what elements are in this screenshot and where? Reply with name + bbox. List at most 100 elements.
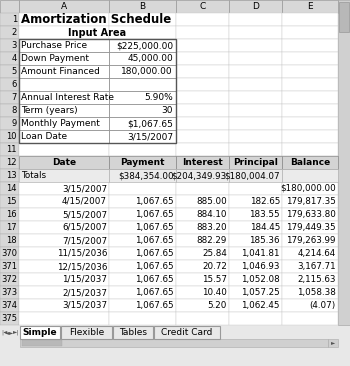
Bar <box>176 26 229 39</box>
Bar <box>19 260 109 273</box>
Bar <box>109 273 176 286</box>
Bar <box>19 221 109 234</box>
Bar <box>0 234 19 247</box>
Bar <box>0 169 19 182</box>
Bar <box>109 312 176 325</box>
Text: A: A <box>61 2 67 11</box>
Bar <box>109 39 176 52</box>
Text: E: E <box>307 2 313 11</box>
Bar <box>109 0 176 13</box>
Bar <box>0 143 19 156</box>
Text: $1,067.65: $1,067.65 <box>127 119 173 128</box>
Text: 12/15/2036: 12/15/2036 <box>57 262 107 271</box>
Bar <box>109 169 176 182</box>
Bar <box>0 130 19 143</box>
Bar <box>19 78 109 91</box>
Bar <box>19 156 109 169</box>
Text: 1,067.65: 1,067.65 <box>135 262 174 271</box>
Bar <box>282 143 338 156</box>
Text: 3,167.71: 3,167.71 <box>298 262 336 271</box>
Bar <box>19 247 109 260</box>
Bar <box>176 52 229 65</box>
Text: 1,062.45: 1,062.45 <box>241 301 280 310</box>
Bar <box>109 117 176 130</box>
Bar <box>282 247 338 260</box>
Bar <box>0 65 19 78</box>
Bar <box>229 39 282 52</box>
Bar <box>339 2 349 32</box>
Bar <box>109 247 176 260</box>
Bar <box>109 299 176 312</box>
Text: 1,067.65: 1,067.65 <box>135 275 174 284</box>
Bar <box>109 143 176 156</box>
Bar <box>0 117 19 130</box>
Bar <box>229 182 282 195</box>
Bar <box>109 156 176 169</box>
Bar <box>22 340 62 346</box>
Text: 4: 4 <box>12 54 17 63</box>
Text: Term (years): Term (years) <box>21 106 78 115</box>
Bar <box>0 312 19 325</box>
Bar <box>19 13 109 26</box>
Bar <box>282 156 338 169</box>
Bar <box>229 312 282 325</box>
Bar <box>19 39 109 52</box>
Bar <box>0 208 19 221</box>
Text: Flexible: Flexible <box>69 328 104 337</box>
Bar <box>176 169 229 182</box>
Bar <box>176 247 229 260</box>
Bar <box>0 299 19 312</box>
Bar <box>109 286 176 299</box>
Text: (4.07): (4.07) <box>310 301 336 310</box>
Bar <box>176 260 229 273</box>
Bar <box>0 26 19 39</box>
Text: C: C <box>199 2 206 11</box>
Bar <box>19 65 109 78</box>
Bar <box>109 221 176 234</box>
Bar <box>19 52 109 65</box>
Text: 1,067.65: 1,067.65 <box>135 249 174 258</box>
Bar <box>176 312 229 325</box>
Bar <box>176 182 229 195</box>
Bar <box>229 0 282 13</box>
Text: 16: 16 <box>6 210 17 219</box>
Bar <box>19 91 109 104</box>
Bar <box>109 65 176 78</box>
Text: 183.55: 183.55 <box>249 210 280 219</box>
Bar <box>19 39 176 143</box>
Bar <box>282 208 338 221</box>
Bar <box>282 104 338 117</box>
Bar <box>282 156 338 169</box>
Text: D: D <box>252 2 259 11</box>
Text: 1,041.81: 1,041.81 <box>241 249 280 258</box>
Bar <box>282 195 338 208</box>
Bar <box>176 117 229 130</box>
Bar <box>176 286 229 299</box>
Bar <box>109 117 176 130</box>
Bar <box>0 0 19 13</box>
Bar <box>19 117 109 130</box>
Text: Down Payment: Down Payment <box>21 54 89 63</box>
Bar <box>19 52 109 65</box>
Bar <box>109 169 176 182</box>
Bar <box>0 39 19 52</box>
Bar <box>0 260 19 273</box>
Bar <box>176 156 229 169</box>
Text: 1,067.65: 1,067.65 <box>135 223 174 232</box>
Bar <box>229 195 282 208</box>
Text: Simple: Simple <box>23 328 57 337</box>
Bar <box>282 0 338 13</box>
Bar <box>229 234 282 247</box>
Bar <box>176 195 229 208</box>
Bar <box>19 208 109 221</box>
Text: 4/15/2007: 4/15/2007 <box>62 197 107 206</box>
Bar <box>19 143 109 156</box>
Bar <box>282 299 338 312</box>
Bar <box>109 156 176 169</box>
Text: 374: 374 <box>1 301 17 310</box>
Text: 180,000.00: 180,000.00 <box>121 67 173 76</box>
Text: 2/15/2037: 2/15/2037 <box>62 288 107 297</box>
Bar <box>109 39 176 52</box>
Text: 1: 1 <box>12 15 17 24</box>
Bar <box>19 169 109 182</box>
